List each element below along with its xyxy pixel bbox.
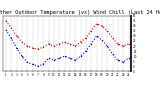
Title: Milwaukee Weather Outdoor Temperature (vs) Wind Chill (Last 24 Hours): Milwaukee Weather Outdoor Temperature (v… <box>0 10 160 15</box>
